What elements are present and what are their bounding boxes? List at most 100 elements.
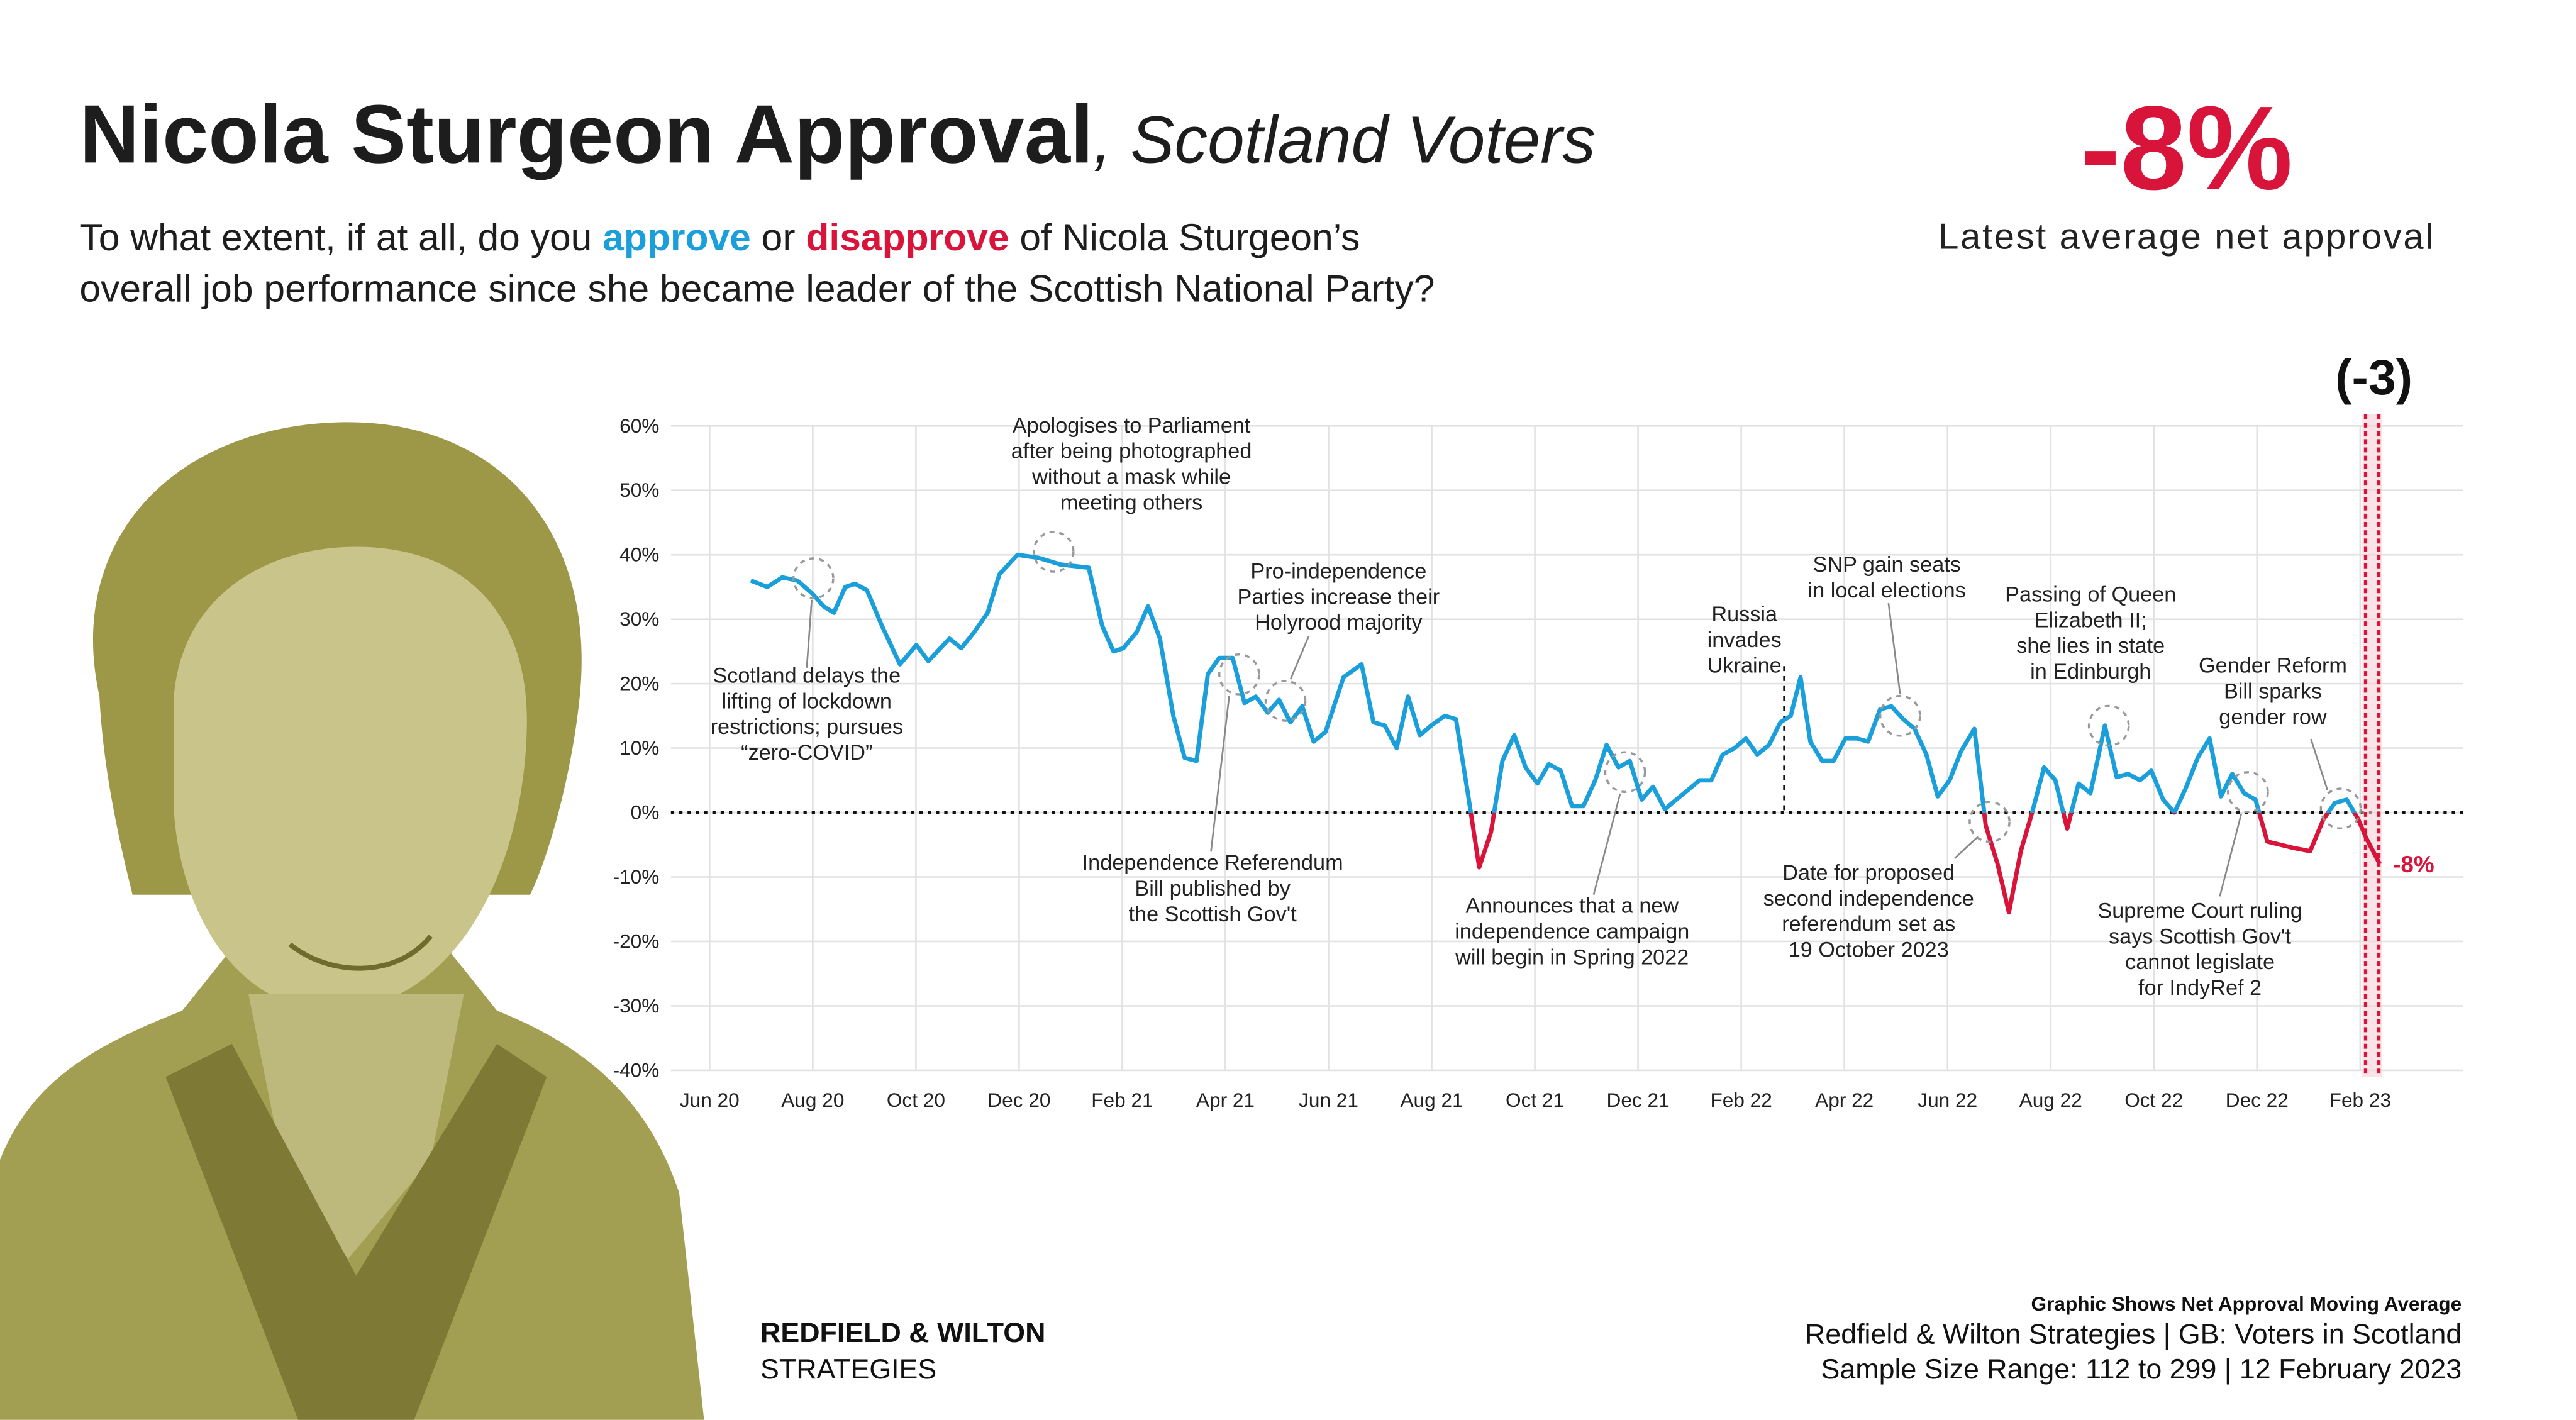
annotation: in Edinburgh	[2030, 660, 2151, 684]
headline: -8%	[2080, 82, 2292, 215]
annotation: will begin in Spring 2022	[1455, 945, 1689, 969]
x-tick-label: Feb 21	[1091, 1089, 1153, 1111]
annotation: Parties increase their	[1238, 585, 1440, 609]
annotation: for IndyRef 2	[2138, 976, 2262, 1000]
annotation: she lies in state	[2016, 634, 2165, 658]
annotation: cannot legislate	[2125, 950, 2275, 974]
annotation: meeting others	[1060, 491, 1202, 514]
x-tick-label: Feb 22	[1710, 1089, 1772, 1111]
x-tick-label: Apr 21	[1196, 1089, 1255, 1111]
annotation: Holyrood majority	[1255, 611, 1423, 635]
x-tick-label: Aug 22	[2019, 1089, 2082, 1111]
annotation-circle	[2319, 787, 2362, 830]
subtitle-part: or	[751, 216, 806, 258]
x-tick-label: Oct 21	[1506, 1089, 1564, 1111]
annotation-leader	[1289, 636, 1310, 680]
x-tick-label: Jun 20	[680, 1089, 740, 1111]
annotation: Russia	[1711, 602, 1778, 626]
title-main: Nicola Sturgeon Approval	[79, 87, 1093, 180]
annotation: SNP gain seats	[1813, 553, 1961, 577]
x-tick-label: Apr 22	[1815, 1089, 1874, 1111]
annotation-leader	[806, 599, 813, 668]
annotation: independence campaign	[1455, 920, 1689, 944]
annotation-leader	[2310, 738, 2329, 791]
annotation-leader	[1592, 793, 1621, 896]
annotation: Apologises to Parliament	[1013, 414, 1251, 438]
y-tick-label: -20%	[613, 930, 660, 953]
annotation-circle	[1264, 680, 1307, 722]
data-line	[750, 552, 2382, 915]
annotation: 19 October 2023	[1789, 938, 1949, 962]
annotation-circle	[1218, 653, 1260, 696]
title-suffix: , Scotland Voters	[1094, 103, 1596, 177]
y-tick-label: 20%	[619, 672, 659, 695]
brand: STRATEGIES	[760, 1353, 936, 1385]
title: Nicola Sturgeon Approval, Scotland Voter…	[79, 87, 1596, 180]
annotation: Date for proposed	[1782, 861, 1955, 885]
x-tick-label: Aug 21	[1400, 1089, 1463, 1111]
y-tick-label: 0%	[631, 801, 660, 824]
annotation: restrictions; pursues	[711, 715, 903, 739]
subtitle-part: overall job performance since she became…	[79, 267, 1435, 310]
x-tick-label: Oct 20	[887, 1089, 945, 1111]
source: Graphic Shows Net Approval Moving Averag…	[2031, 1292, 2462, 1315]
annotation: Supreme Court ruling	[2097, 899, 2302, 923]
annotation: Elizabeth II;	[2035, 608, 2147, 632]
source: Redfield & Wilton Strategies | GB: Voter…	[1805, 1319, 2462, 1350]
annotation: Bill sparks	[2224, 680, 2322, 704]
y-tick-label: -10%	[613, 865, 660, 888]
annotation-circle	[2087, 704, 2130, 747]
x-tick-label: Jun 21	[1299, 1089, 1358, 1111]
annotation-circle	[1032, 531, 1075, 573]
y-tick-label: -40%	[613, 1058, 660, 1081]
y-tick-label: 40%	[619, 543, 659, 566]
subtitle: overall job performance since she became…	[79, 267, 1435, 310]
x-tick-label: Aug 20	[781, 1089, 844, 1111]
annotation: Announces that a new	[1465, 894, 1679, 918]
annotation-circle	[792, 557, 835, 599]
subtitle-part: of Nicola Sturgeon’s	[1009, 216, 1360, 258]
annotation: Pro-independence	[1250, 560, 1426, 584]
change-label: (-3)	[2335, 349, 2412, 405]
annotation-circle	[1968, 801, 2011, 843]
subtitle-part: approve	[602, 216, 751, 258]
y-tick-label: 10%	[619, 736, 659, 759]
annotation: Gender Reform	[2199, 654, 2347, 678]
subtitle: To what extent, if at all, do you approv…	[79, 216, 1360, 258]
x-tick-label: Dec 22	[2226, 1089, 2289, 1111]
annotation: Passing of Queen	[2005, 582, 2176, 606]
annotation-leader	[2219, 813, 2243, 897]
annotation: without a mask while	[1031, 465, 1231, 489]
annotation: Scotland delays the	[713, 664, 901, 688]
annotation: Ukraine	[1707, 654, 1782, 678]
y-tick-label: -30%	[613, 994, 660, 1017]
brand: REDFIELD & WILTON	[760, 1317, 1045, 1348]
annotation: Bill published by	[1135, 877, 1291, 901]
annotation: Independence Referendum	[1082, 851, 1343, 875]
annotation-leader	[1954, 836, 1979, 859]
annotation: gender row	[2219, 705, 2327, 729]
annotation: invades	[1707, 628, 1782, 652]
subtitle-part: To what extent, if at all, do you	[79, 216, 602, 258]
annotation: lifting of lockdown	[722, 689, 892, 713]
annotation: the Scottish Gov't	[1129, 902, 1297, 926]
annotation-leader	[1887, 602, 1901, 695]
annotation: after being photographed	[1011, 440, 1252, 463]
y-tick-label: 30%	[619, 607, 659, 630]
x-tick-label: Dec 20	[987, 1089, 1050, 1111]
annotation-leader	[1210, 696, 1230, 852]
annotation: second independence	[1763, 887, 1974, 911]
annotation: says Scottish Gov't	[2109, 924, 2292, 948]
x-tick-label: Oct 22	[2124, 1089, 2183, 1111]
source: Sample Size Range: 112 to 299 | 12 Febru…	[1821, 1353, 2462, 1385]
annotation: referendum set as	[1782, 912, 1955, 936]
y-tick-label: 50%	[619, 479, 659, 501]
portrait	[0, 422, 704, 1420]
latest-label: -8%	[2393, 851, 2434, 877]
x-tick-label: Feb 23	[2329, 1089, 2391, 1111]
subtitle-part: disapprove	[806, 216, 1009, 258]
headline-caption: Latest average net approval	[1938, 216, 2434, 257]
annotation: “zero-COVID”	[741, 741, 872, 765]
